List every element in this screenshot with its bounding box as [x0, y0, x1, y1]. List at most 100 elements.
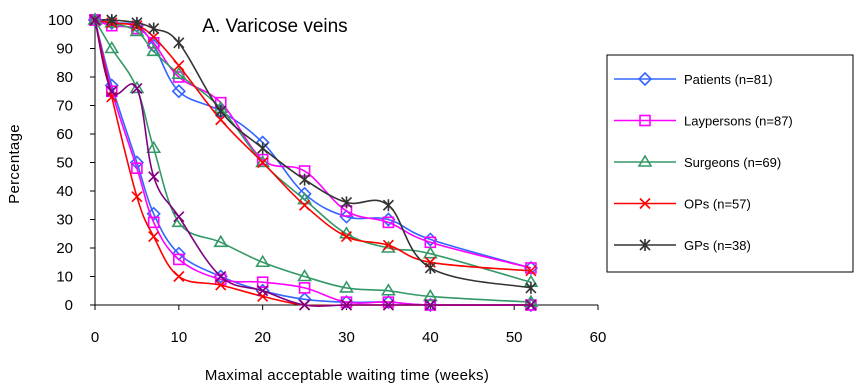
data-point [173, 270, 185, 283]
series-6 [89, 14, 537, 311]
legend-marker [639, 239, 651, 251]
data-point [131, 162, 143, 174]
data-point [87, 12, 103, 25]
data-point [256, 153, 269, 166]
data-point [525, 281, 537, 294]
legend-marker [637, 71, 653, 87]
data-point [297, 191, 312, 205]
x-tick-label: 60 [590, 329, 607, 346]
y-tick-label: 90 [56, 41, 73, 58]
data-point [148, 171, 160, 183]
data-point [173, 36, 185, 49]
data-point [89, 14, 101, 26]
legend-item: Surgeons (n=69) [614, 154, 781, 170]
legend-marker [639, 114, 651, 127]
y-tick-label: 60 [56, 126, 73, 143]
legend-item: Patients (n=81) [614, 71, 773, 87]
x-tick-label: 10 [170, 329, 187, 346]
legend-label: Laypersons (n=87) [684, 114, 793, 129]
series-line [94, 19, 532, 283]
data-point [106, 14, 118, 26]
data-point [339, 209, 354, 224]
data-point [382, 239, 394, 251]
data-point [382, 296, 395, 308]
y-tick-label: 50 [56, 155, 73, 172]
data-point [257, 285, 269, 297]
data-point [215, 279, 227, 291]
data-point [423, 297, 438, 313]
data-point [255, 154, 271, 168]
x-axis-title: Maximal acceptable waiting time (weeks) [205, 367, 489, 384]
data-point [129, 23, 145, 37]
data-point [131, 191, 143, 203]
x-tick-label: 30 [338, 329, 355, 346]
data-point [340, 296, 353, 308]
y-tick-label: 10 [56, 269, 73, 286]
y-tick-label: 40 [56, 183, 73, 200]
data-point [422, 246, 438, 259]
legend-item: GPs (n=38) [614, 238, 751, 253]
data-point [340, 196, 353, 209]
series-line [94, 19, 531, 303]
x-tick-label: 50 [506, 329, 523, 346]
x-tick-label: 20 [254, 329, 271, 346]
data-point [424, 261, 436, 274]
data-point [255, 254, 271, 268]
data-point [525, 262, 537, 274]
chart-title: A. Varicose veins [202, 16, 347, 37]
data-point [382, 216, 395, 229]
data-point [257, 156, 269, 169]
legend-marker [637, 154, 653, 167]
data-point [422, 288, 438, 302]
y-tick-label: 20 [56, 240, 73, 257]
data-point [382, 299, 394, 311]
data-point [148, 231, 160, 243]
y-tick-label: 100 [48, 12, 73, 29]
y-tick-label: 70 [56, 98, 73, 115]
data-point [104, 40, 120, 54]
series-line [94, 19, 531, 307]
series-2 [87, 12, 539, 288]
data-point [213, 234, 229, 248]
data-point [299, 173, 311, 186]
data-point [339, 280, 354, 293]
x-tick-label: 40 [422, 329, 439, 346]
data-point [171, 66, 187, 79]
series-8 [89, 14, 537, 311]
data-point [171, 84, 186, 99]
data-point [297, 268, 312, 282]
data-point [298, 282, 311, 294]
legend-label: OPs (n=57) [684, 197, 751, 212]
data-point [382, 199, 394, 212]
series-layer [87, 12, 539, 313]
data-point [148, 22, 160, 35]
x-tick-label: 0 [91, 329, 99, 346]
data-point [146, 43, 162, 57]
axes: 0 10 20 30 40 50 60 70 80 90 100 0 10 20 30 40 50 60 [48, 12, 606, 346]
data-point [340, 299, 353, 311]
data-point [340, 231, 353, 243]
data-point [299, 199, 311, 211]
data-point [215, 105, 227, 118]
legend-label: GPs (n=38) [684, 238, 751, 253]
data-point [173, 253, 185, 266]
data-point [299, 299, 311, 311]
data-point [147, 216, 160, 229]
data-point [131, 16, 143, 29]
data-point [381, 283, 396, 296]
legend-box [606, 54, 854, 273]
legend-item: Laypersons (n=87) [614, 114, 793, 129]
y-tick-label: 80 [56, 69, 73, 86]
data-point [173, 60, 185, 72]
data-point [106, 85, 118, 97]
y-tick-label: 0 [65, 297, 73, 314]
data-point [424, 299, 436, 311]
data-point [256, 276, 269, 289]
data-point [148, 31, 160, 43]
data-point [87, 12, 103, 28]
y-axis-title: Percentage [6, 124, 23, 204]
series-9 [89, 14, 537, 311]
legend-label: Patients (n=81) [684, 72, 773, 87]
data-point [257, 142, 269, 155]
